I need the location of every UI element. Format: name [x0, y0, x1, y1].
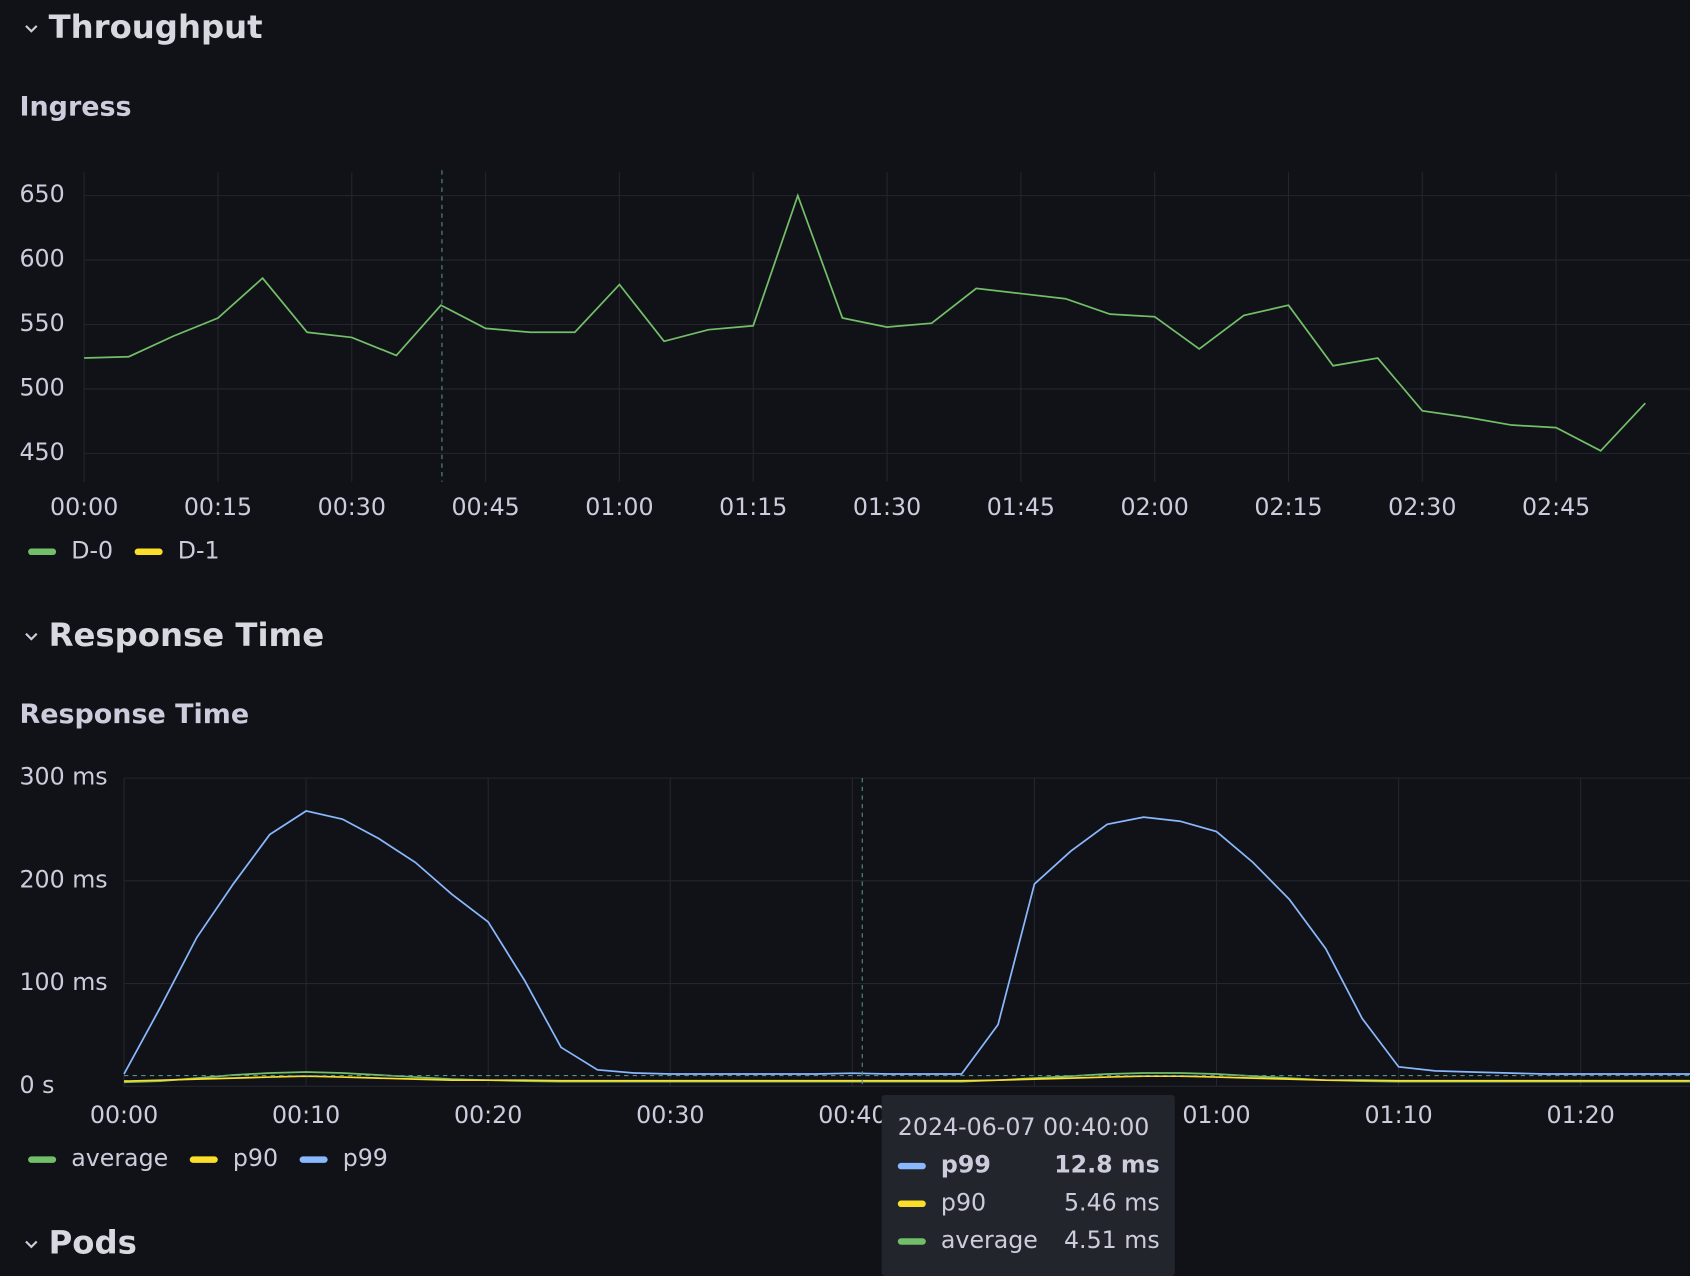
y-tick-label: 450: [19, 438, 64, 466]
panel-title: Response Time: [19, 699, 249, 730]
legend-swatch[interactable]: [134, 548, 163, 556]
collapse-chevron[interactable]: [25, 632, 38, 641]
tooltip-series: average: [941, 1226, 1038, 1254]
x-tick-label: 00:30: [318, 493, 386, 521]
series-line: [84, 193, 1646, 452]
x-tick-label: 01:10: [1364, 1101, 1432, 1129]
x-tick-label: 00:00: [90, 1101, 158, 1129]
y-tick-label: 500: [19, 373, 64, 401]
series-line: [123, 1075, 1690, 1083]
x-tick-label: 02:30: [1388, 493, 1456, 521]
tooltip-swatch: [897, 1238, 926, 1245]
y-tick-label: 300 ms: [19, 763, 107, 791]
section-title[interactable]: Response Time: [49, 616, 325, 654]
legend-label[interactable]: D-0: [71, 536, 113, 564]
tooltip-value: 12.8 ms: [1054, 1151, 1159, 1179]
tooltip-value: 4.51 ms: [1064, 1226, 1160, 1254]
tooltip-swatch: [897, 1200, 926, 1208]
collapse-chevron[interactable]: [25, 25, 38, 33]
tooltip-series: p90: [941, 1188, 986, 1216]
legend-label[interactable]: p90: [233, 1144, 278, 1172]
x-tick-label: 00:30: [636, 1101, 704, 1129]
x-tick-label: 00:45: [451, 493, 519, 521]
tooltip-series: p99: [941, 1151, 991, 1179]
x-tick-label: 00:00: [50, 493, 118, 521]
x-tick-label: 00:20: [454, 1101, 522, 1129]
y-tick-label: 650: [19, 180, 64, 208]
tooltip: 2024-06-07 00:40:00 p99 12.8 ms p90 5.46 ms…: [881, 1094, 1175, 1276]
section-title[interactable]: Throughput: [49, 8, 263, 46]
legend-swatch[interactable]: [28, 548, 57, 556]
tooltip-time: 2024-06-07 00:40:00: [898, 1113, 1150, 1141]
x-tick-label: 02:45: [1522, 493, 1590, 521]
tooltip-swatch: [897, 1162, 926, 1170]
x-tick-label: 02:00: [1121, 493, 1189, 521]
legend-swatch[interactable]: [299, 1156, 328, 1163]
x-tick-label: 01:20: [1547, 1101, 1615, 1129]
x-tick-label: 01:15: [719, 493, 787, 521]
x-tick-label: 00:10: [272, 1101, 340, 1129]
legend-swatch[interactable]: [28, 1156, 57, 1163]
legend-swatch[interactable]: [189, 1156, 218, 1163]
x-tick-label: 02:15: [1254, 493, 1322, 521]
x-tick-label: 00:15: [184, 493, 252, 521]
collapse-chevron[interactable]: [25, 1240, 38, 1249]
legend-label[interactable]: p99: [343, 1144, 388, 1172]
y-tick-label: 100 ms: [19, 968, 107, 996]
y-tick-label: 550: [19, 309, 64, 337]
section-title[interactable]: Pods: [49, 1224, 137, 1262]
x-tick-label: 01:00: [1182, 1101, 1250, 1129]
y-tick-label: 600: [19, 245, 64, 273]
y-tick-label: 0 s: [19, 1071, 54, 1099]
x-tick-label: 01:45: [987, 493, 1055, 521]
legend-label[interactable]: average: [71, 1144, 168, 1172]
y-tick-label: 200 ms: [19, 865, 107, 893]
legend-label[interactable]: D-1: [178, 536, 220, 564]
x-tick-label: 00:40: [818, 1101, 886, 1129]
x-tick-label: 01:00: [585, 493, 653, 521]
tooltip-box: [881, 1094, 1175, 1276]
x-tick-label: 01:30: [853, 493, 921, 521]
panel-title: Ingress: [19, 91, 131, 122]
tooltip-value: 5.46 ms: [1064, 1188, 1160, 1216]
series-line: [123, 810, 1690, 1075]
